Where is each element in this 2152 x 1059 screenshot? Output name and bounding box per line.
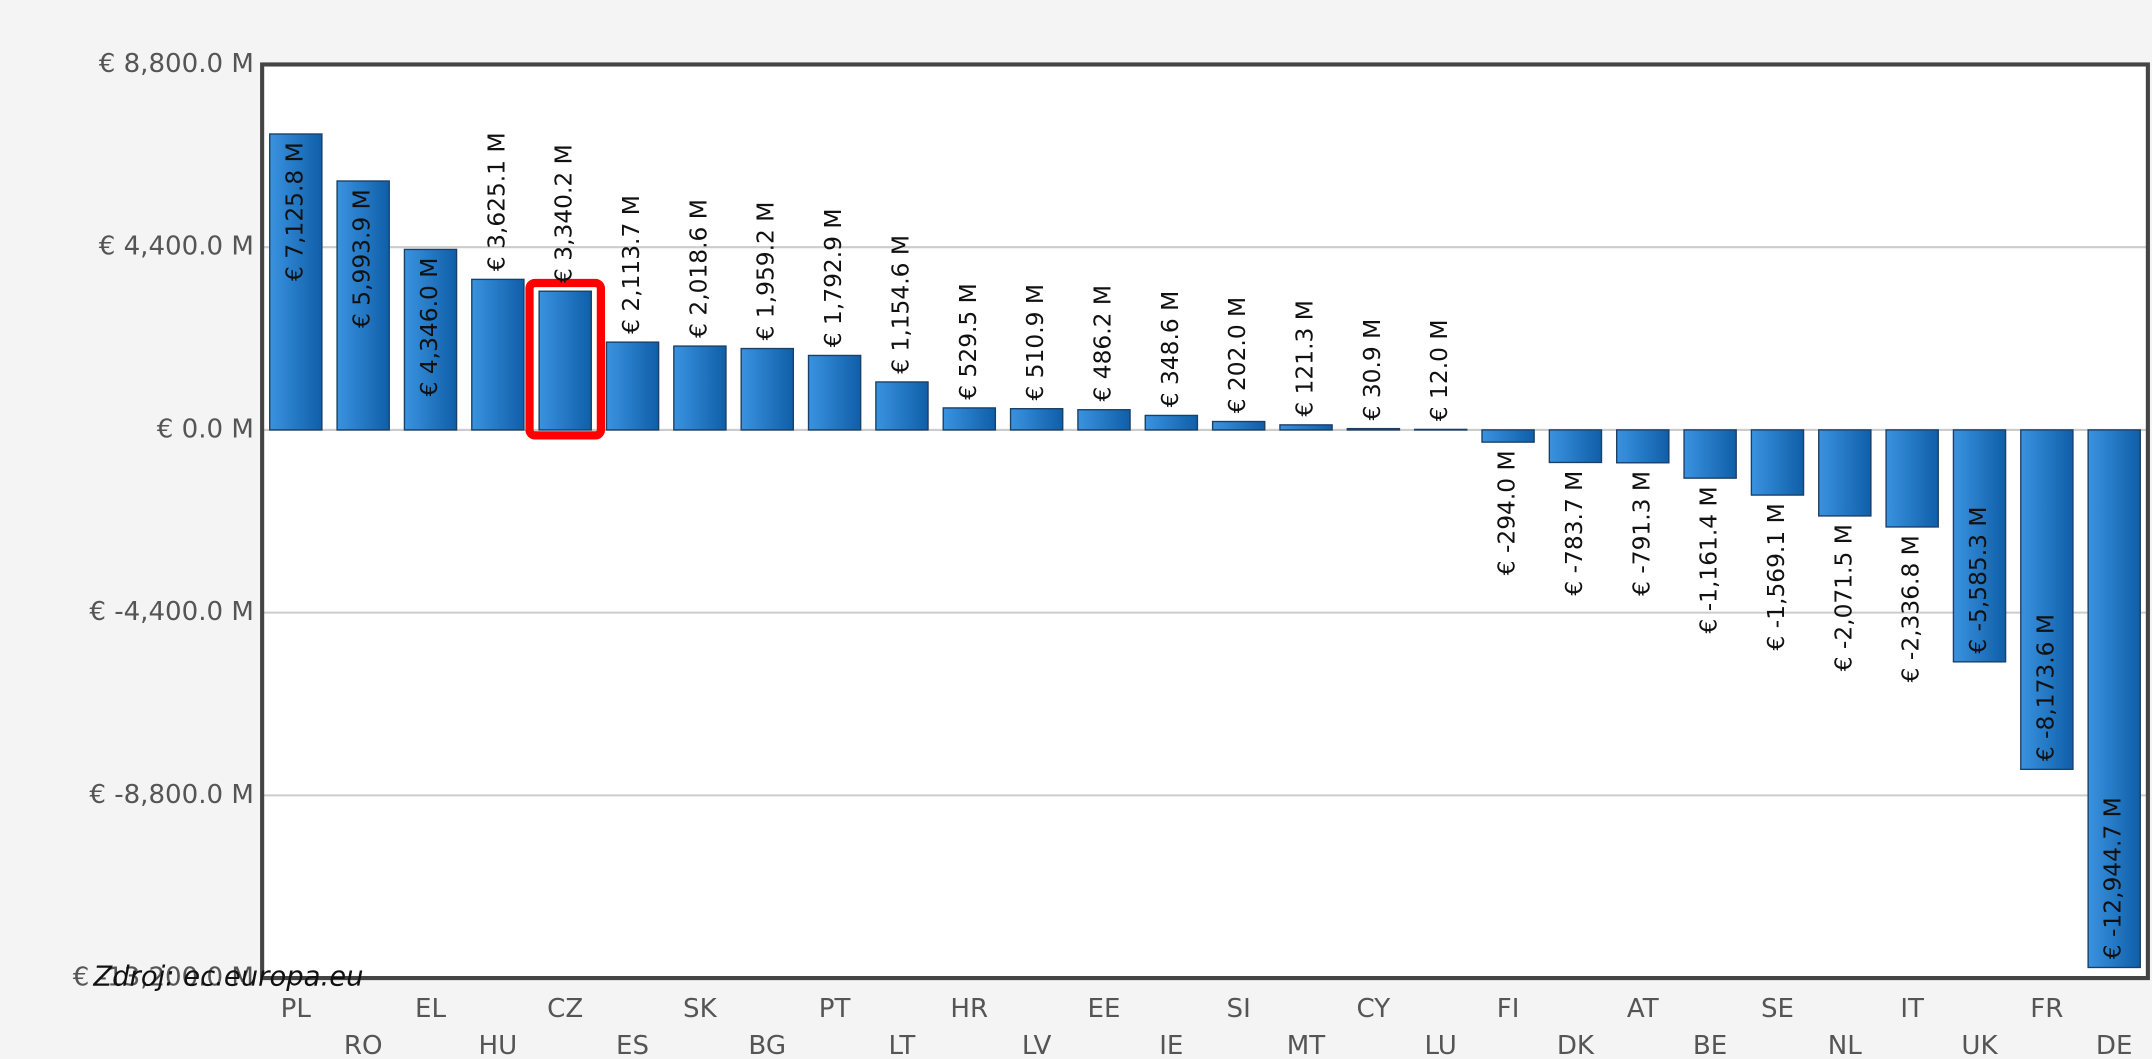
x-tick-label: AT: [1627, 994, 1659, 1024]
x-tick-label: CY: [1357, 994, 1391, 1024]
bar: [471, 278, 525, 431]
x-tick-label: PL: [281, 994, 312, 1024]
value-label: € 529.5 M: [955, 283, 982, 399]
value-label: € -783.7 M: [1561, 471, 1588, 596]
x-tick-label: FR: [2030, 994, 2063, 1024]
bar: [673, 345, 727, 431]
value-label: € 2,018.6 M: [685, 199, 712, 338]
x-tick-label: IE: [1159, 1031, 1183, 1059]
x-tick-label: HU: [479, 1031, 518, 1059]
x-tick-label: BE: [1693, 1031, 1727, 1059]
bar: [2020, 429, 2074, 771]
value-label: € -1,569.1 M: [1763, 503, 1790, 650]
y-tick-label: € 4,400.0 M: [99, 232, 254, 262]
x-tick-label: NL: [1828, 1031, 1863, 1059]
value-label: € -1,161.4 M: [1696, 486, 1723, 633]
x-tick-label: IT: [1900, 994, 1924, 1024]
x-tick-label: LV: [1022, 1031, 1052, 1059]
bar: [740, 347, 795, 431]
bar: [538, 290, 592, 431]
x-tick-label: SI: [1227, 994, 1251, 1024]
value-label: € -12,944.7 M: [2100, 797, 2127, 959]
bar: [1750, 429, 1805, 496]
bar: [605, 341, 660, 431]
x-tick-label: DK: [1557, 1031, 1595, 1059]
x-tick-label: CZ: [547, 994, 583, 1024]
bar: [1346, 427, 1401, 431]
value-label: € 348.6 M: [1157, 291, 1184, 407]
value-label: € -8,173.6 M: [2032, 614, 2059, 761]
bar: [336, 180, 390, 431]
highlight-box: [525, 278, 606, 440]
bar: [1144, 414, 1199, 431]
value-label: € -294.0 M: [1494, 450, 1521, 575]
bar: [1885, 429, 1939, 528]
x-tick-label: EE: [1088, 994, 1121, 1024]
value-label: € -5,585.3 M: [1965, 506, 1992, 653]
value-label: € 1,959.2 M: [753, 202, 780, 341]
bar: [1683, 429, 1737, 479]
x-tick-label: HR: [950, 994, 988, 1024]
value-label: € -2,071.5 M: [1830, 524, 1857, 671]
x-tick-label: FI: [1497, 994, 1520, 1024]
bar: [1616, 429, 1670, 464]
x-tick-label: SE: [1761, 994, 1794, 1024]
x-tick-label: MT: [1287, 1031, 1325, 1059]
value-label: € 3,625.1 M: [483, 132, 510, 271]
x-tick-label: PT: [819, 994, 851, 1024]
bar: [403, 248, 458, 431]
value-label: € 510.9 M: [1022, 284, 1049, 400]
bar: [1077, 409, 1131, 431]
value-label: € -791.3 M: [1628, 471, 1655, 596]
bar: [942, 407, 997, 431]
x-tick-label: DE: [2096, 1031, 2133, 1059]
x-tick-label: EL: [415, 994, 446, 1024]
bar: [1952, 429, 2007, 663]
x-tick-label: UK: [1961, 1031, 1998, 1059]
x-tick-label: BG: [748, 1031, 786, 1059]
bar: [1009, 408, 1064, 431]
bar: [875, 381, 929, 431]
value-label: € 3,340.2 M: [551, 144, 578, 283]
value-label: € 1,792.9 M: [820, 209, 847, 348]
value-label: € 202.0 M: [1224, 297, 1251, 413]
bar: [2087, 429, 2141, 969]
bar: [1548, 429, 1603, 464]
x-tick-label: ES: [616, 1031, 649, 1059]
value-label: € 121.3 M: [1292, 300, 1319, 416]
value-label: € 12.0 M: [1426, 320, 1453, 422]
x-tick-label: LT: [889, 1031, 916, 1059]
y-tick-label: € 0.0 M: [157, 414, 254, 444]
bar: [269, 133, 323, 431]
y-tick-label: € 8,800.0 M: [99, 49, 254, 79]
plot-area: [262, 64, 2148, 979]
source-note: Zdroj: ec.europa.eu: [92, 962, 363, 993]
value-label: € 486.2 M: [1089, 285, 1116, 401]
plot-frame: [260, 62, 2150, 981]
value-label: € 30.9 M: [1359, 319, 1386, 421]
y-tick-label: € -4,400.0 M: [89, 597, 254, 627]
x-tick-label: SK: [683, 994, 718, 1024]
value-label: € 7,125.8 M: [281, 142, 308, 281]
bar: [1481, 429, 1535, 443]
bar: [1279, 424, 1333, 431]
value-label: € -2,336.8 M: [1898, 535, 1925, 682]
y-tick-label: € -8,800.0 M: [89, 780, 254, 810]
x-tick-label: LU: [1425, 1031, 1457, 1059]
bar: [807, 354, 862, 431]
x-tick-label: RO: [344, 1031, 383, 1059]
bar: [1211, 420, 1266, 431]
value-label: € 5,993.9 M: [349, 189, 376, 328]
y-tick-label: € -13,200.0 M: [73, 963, 254, 993]
value-label: € 2,113.7 M: [618, 195, 645, 334]
bar: [1818, 429, 1872, 517]
value-label: € 4,346.0 M: [416, 258, 443, 397]
value-label: € 1,154.6 M: [887, 235, 914, 374]
